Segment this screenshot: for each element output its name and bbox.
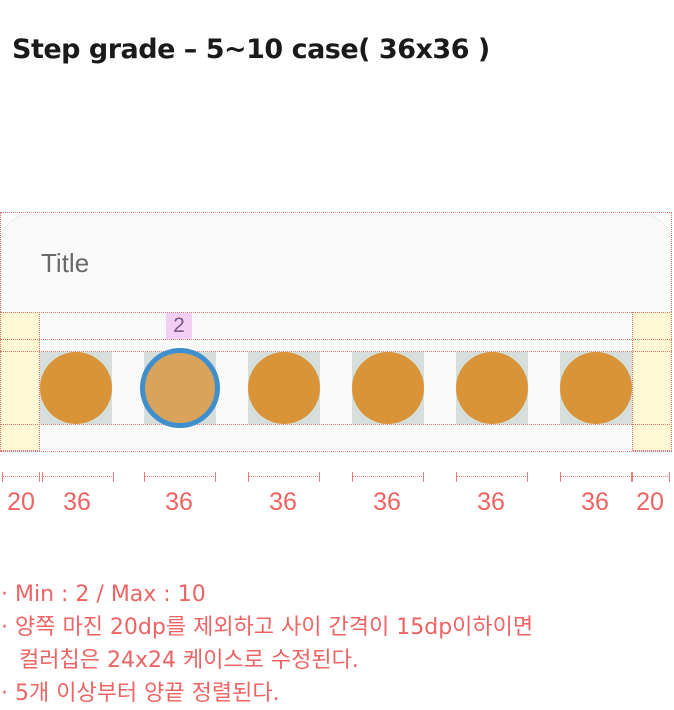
ruler-label-chip-1: 36: [63, 488, 91, 516]
note-margin-rule: · 양쪽 마진 20dp를 제외하고 사이 간격이 15dp이하이면: [1, 615, 534, 640]
chip-area-top-guide: [0, 351, 672, 352]
note-alignment: · 5개 이상부터 양끝 정렬된다.: [1, 681, 280, 706]
ruler-chip-3: [248, 472, 320, 487]
color-chip[interactable]: [456, 352, 528, 424]
ruler-chip-1: [42, 472, 114, 487]
chip-slot-1[interactable]: [40, 352, 112, 424]
card-title: Title: [41, 248, 90, 278]
ruler-label-chip-3: 36: [269, 488, 297, 516]
chip-slot-2[interactable]: [140, 348, 220, 428]
ruler-left-margin: [2, 472, 40, 487]
selected-index-badge: 2: [166, 313, 192, 339]
chip-slot-6[interactable]: [560, 352, 632, 424]
ruler-label-chip-2: 36: [165, 488, 193, 516]
ruler-right-margin: [632, 472, 670, 487]
chip-slot-3[interactable]: [248, 352, 320, 424]
chip-slot-4[interactable]: [352, 352, 424, 424]
ruler-label-chip-6: 36: [581, 488, 609, 516]
spec-notes: · Min : 2 / Max : 10 · 양쪽 마진 20dp를 제외하고 …: [1, 578, 533, 710]
note-chip-resize: 컬러칩은 24x24 케이스로 수정된다.: [19, 648, 359, 673]
ruler-label-chip-5: 36: [477, 488, 505, 516]
ruler-chip-5: [456, 472, 528, 487]
color-chip[interactable]: [560, 352, 632, 424]
ruler-chip-4: [352, 472, 424, 487]
chip-area-bottom-guide: [0, 424, 672, 425]
chip-row-top-guide: [0, 339, 672, 340]
note-min-max: · Min : 2 / Max : 10: [1, 582, 206, 607]
ruler-chip-6: [560, 472, 632, 487]
right-margin-highlight: [632, 312, 672, 451]
page-heading: Step grade – 5~10 case( 36x36 ): [12, 34, 490, 65]
color-chip[interactable]: [352, 352, 424, 424]
color-chip-selected[interactable]: [140, 348, 220, 428]
color-chip[interactable]: [248, 352, 320, 424]
ruler-label-right-margin: 20: [636, 488, 664, 516]
ruler-label-chip-4: 36: [373, 488, 401, 516]
chip-slot-5[interactable]: [456, 352, 528, 424]
ruler-label-left-margin: 20: [7, 488, 35, 516]
ruler-chip-2: [144, 472, 216, 487]
color-chip[interactable]: [40, 352, 112, 424]
title-area-guide: [0, 312, 672, 313]
left-margin-highlight: [0, 312, 40, 451]
